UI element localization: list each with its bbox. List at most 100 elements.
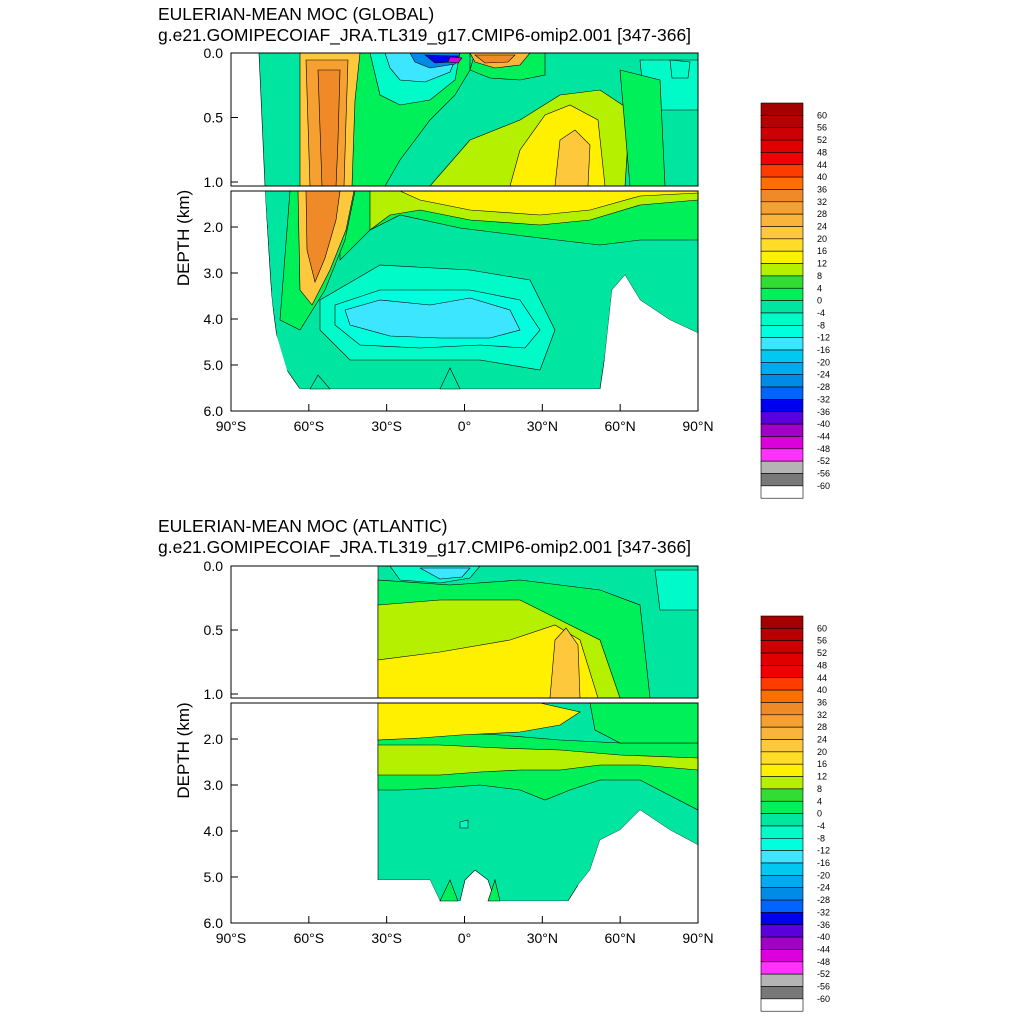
colorbar-box <box>760 776 804 790</box>
colorbar-box <box>760 201 804 215</box>
x-tick-label: 0° <box>458 930 471 946</box>
x-tick-label: 30°S <box>371 930 402 946</box>
colorbar-label: -60 <box>817 994 830 1004</box>
contour-band <box>231 566 378 698</box>
contour-band <box>589 703 698 744</box>
colorbar-label: -8 <box>817 833 825 843</box>
upper-panel-fill <box>258 53 698 186</box>
colorbar-box <box>760 640 804 654</box>
colorbar-box <box>760 287 804 301</box>
colorbar-label: -56 <box>817 982 830 992</box>
colorbar-box <box>760 850 804 864</box>
colorbar-box <box>760 374 804 388</box>
upper-frame <box>230 52 699 187</box>
colorbar-label: -16 <box>817 858 830 868</box>
colorbar-label: -28 <box>817 382 830 392</box>
colorbar-box <box>760 411 804 425</box>
x-tick-label: 90°N <box>682 418 713 434</box>
colorbar-label: 12 <box>817 772 827 782</box>
contour-band <box>399 191 698 216</box>
chart-title: EULERIAN-MEAN MOC (ATLANTIC) <box>158 516 447 536</box>
x-tick-label: 60°S <box>294 930 325 946</box>
x-tick-label: 60°N <box>605 418 636 434</box>
colorbar-label: 56 <box>817 123 827 133</box>
colorbar-label: -20 <box>817 357 830 367</box>
colorbar-box <box>760 263 804 277</box>
contour-band <box>669 59 691 79</box>
colorbar-box <box>760 485 804 499</box>
colorbar-label: 0 <box>817 296 822 306</box>
y-tick-label: 4.0 <box>204 311 224 327</box>
colorbar-label: -56 <box>817 469 830 479</box>
colorbar-label: 52 <box>817 135 827 145</box>
colorbar-label: 36 <box>817 184 827 194</box>
colorbar-label: 4 <box>817 283 822 293</box>
colorbar-box <box>760 473 804 487</box>
contour-band <box>487 878 501 902</box>
colorbar-label: 40 <box>817 172 827 182</box>
contour-band <box>419 567 471 580</box>
y-tick-label: 2.0 <box>204 731 224 747</box>
colorbar-box <box>760 714 804 728</box>
colorbar-box <box>760 127 804 141</box>
colorbar-box <box>760 324 804 338</box>
y-tick-label: 6.0 <box>204 403 224 419</box>
colorbar-box <box>760 152 804 166</box>
contour-band <box>654 569 698 611</box>
y-tick-label: 4.0 <box>204 823 224 839</box>
colorbar-box <box>760 788 804 802</box>
colorbar-box <box>760 115 804 128</box>
colorbar-label: 4 <box>817 796 822 806</box>
colorbar-label: 28 <box>817 722 827 732</box>
colorbar-box <box>760 102 804 116</box>
colorbar-label: -60 <box>817 481 830 491</box>
y-tick-label: 1.0 <box>204 174 224 190</box>
colorbar-box <box>760 460 804 474</box>
colorbar-box <box>760 936 804 950</box>
y-tick-label: 0.5 <box>204 622 224 638</box>
contour-band <box>439 879 459 902</box>
colorbar-box <box>760 300 804 314</box>
colorbar-label: 32 <box>817 710 827 720</box>
colorbar-label: -48 <box>817 444 830 454</box>
x-tick-label: 90°S <box>216 418 247 434</box>
contour-band <box>378 880 440 901</box>
colorbar-box <box>760 652 804 666</box>
colorbar-box <box>760 875 804 888</box>
colorbar-box <box>760 924 804 938</box>
colorbar-label: 44 <box>817 673 827 683</box>
colorbar-label: -4 <box>817 821 825 831</box>
colorbar-box <box>760 250 804 264</box>
y-tick-label: 5.0 <box>204 357 224 373</box>
colorbar-box <box>760 275 804 289</box>
y-tick-label: 0.0 <box>204 45 224 61</box>
colorbar-box <box>760 887 804 901</box>
contour-band <box>309 374 331 390</box>
colorbar-box <box>760 386 804 400</box>
colorbar-box <box>760 998 804 1012</box>
colorbar-box <box>760 436 804 450</box>
y-axis-label: DEPTH (km) <box>174 702 193 798</box>
colorbar-label: -36 <box>817 407 830 417</box>
contour-band <box>549 627 581 698</box>
colorbar-box <box>760 615 804 629</box>
contour-band <box>474 54 516 64</box>
colorbar-label: 40 <box>817 685 827 695</box>
y-tick-label: 6.0 <box>204 915 224 931</box>
contour-band <box>231 703 378 923</box>
contour-band <box>231 389 698 411</box>
contour-band <box>305 191 341 283</box>
colorbar-label: -32 <box>817 394 830 404</box>
colorbar-label: 16 <box>817 246 827 256</box>
colorbar-label: 56 <box>817 636 827 646</box>
y-tick-label: 1.0 <box>204 686 224 702</box>
colorbar-label: 20 <box>817 234 827 244</box>
colorbar-box <box>760 399 804 413</box>
colorbar-box <box>760 800 804 814</box>
colorbar-box <box>760 986 804 1000</box>
colorbar-label: -4 <box>817 308 825 318</box>
colorbar-box <box>760 139 804 153</box>
colorbar-label: -44 <box>817 944 830 954</box>
contour-band <box>600 275 698 411</box>
colorbar-label: 32 <box>817 197 827 207</box>
